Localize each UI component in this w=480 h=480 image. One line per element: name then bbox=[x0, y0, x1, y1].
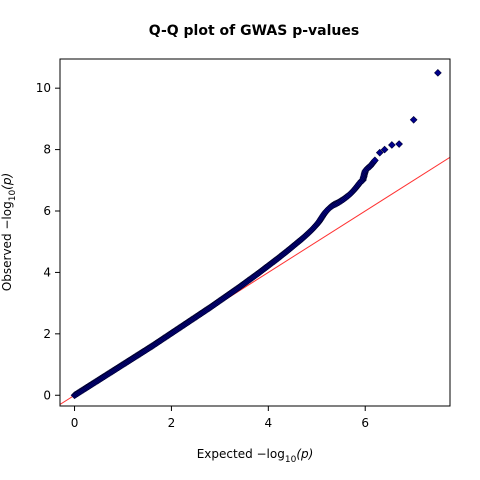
data-point bbox=[371, 156, 379, 165]
y-tick-label: 0 bbox=[43, 388, 51, 402]
x-tick-label: 4 bbox=[265, 416, 273, 430]
x-tick-label: 0 bbox=[71, 416, 79, 430]
plot-frame bbox=[59, 58, 451, 407]
points-layer bbox=[70, 68, 442, 400]
x-tick-label: 6 bbox=[361, 416, 369, 430]
data-point bbox=[434, 68, 442, 77]
chart-title: Q-Q plot of GWAS p-values bbox=[149, 23, 359, 39]
x-axis-label: Expected −log10(p) bbox=[197, 447, 314, 465]
y-axis-label: Observed −log10(p) bbox=[0, 173, 18, 291]
x-axis: 0 2 4 6 bbox=[71, 406, 369, 430]
y-tick-label: 10 bbox=[36, 81, 51, 95]
y-tick-label: 6 bbox=[43, 204, 51, 218]
y-tick-label: 8 bbox=[43, 143, 51, 157]
data-point bbox=[409, 115, 418, 124]
data-point bbox=[375, 148, 384, 157]
data-point bbox=[380, 145, 389, 154]
x-tick-label: 2 bbox=[168, 416, 176, 430]
data-point bbox=[388, 141, 396, 149]
y-tick-label: 4 bbox=[43, 265, 51, 279]
y-tick-label: 2 bbox=[43, 327, 51, 341]
data-point bbox=[395, 140, 403, 148]
y-axis: 0 2 4 6 8 10 bbox=[36, 81, 60, 402]
